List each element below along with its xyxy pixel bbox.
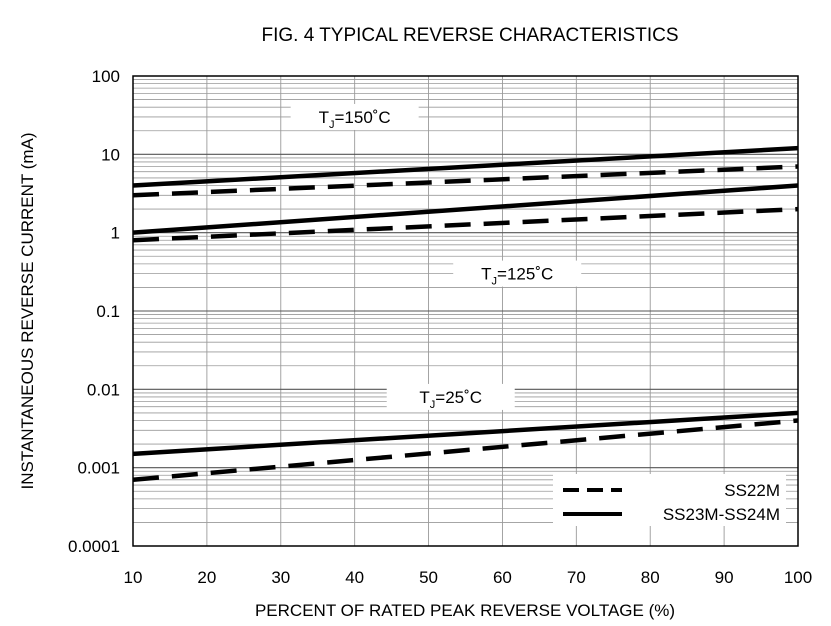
x-tick-label: 40 (345, 568, 364, 587)
legend-label: SS23M-SS24M (663, 505, 780, 524)
plot-frame (132, 75, 799, 547)
plot-series (132, 145, 799, 483)
annotation-box (453, 260, 582, 287)
x-tick-label: 70 (567, 568, 586, 587)
x-tick-label: 90 (715, 568, 734, 587)
x-axis-label: PERCENT OF RATED PEAK REVERSE VOLTAGE (%… (255, 601, 675, 620)
x-tick-label: 10 (124, 568, 143, 587)
x-tick-label: 60 (493, 568, 512, 587)
y-tick-label: 1 (111, 224, 120, 243)
legend-label: SS22M (724, 481, 780, 500)
y-tick-label: 0.0001 (68, 537, 120, 556)
x-tick-label: 30 (271, 568, 290, 587)
y-tick-label: 100 (92, 67, 120, 86)
series-line-solid (132, 183, 799, 235)
annotation-box (290, 103, 419, 130)
series-line-dashed (132, 418, 799, 483)
series-line-dashed (132, 164, 799, 198)
annotation-label: TJ=150˚C (319, 108, 391, 131)
series-line-solid (132, 410, 799, 457)
x-tick-label: 80 (641, 568, 660, 587)
legend-box (553, 474, 786, 526)
legend: SS22M SS23M-SS24M (553, 474, 786, 526)
x-tick-label: 20 (197, 568, 216, 587)
annotation-label: TJ=125˚C (481, 265, 553, 288)
annotation-label: TJ=25˚C (419, 388, 482, 411)
y-tick-labels: 0.0001 0.001 0.01 0.1 1 10 100 (68, 67, 120, 556)
y-tick-label: 0.01 (87, 380, 120, 399)
x-tick-label: 100 (784, 568, 812, 587)
y-tick-label: 10 (101, 145, 120, 164)
x-tick-label: 50 (419, 568, 438, 587)
series-line-solid (132, 145, 799, 188)
annotation-box (386, 383, 515, 410)
y-tick-label: 0.1 (96, 302, 120, 321)
series-line-dashed (132, 206, 799, 243)
y-axis-label: INSTANTANEOUS REVERSE CURRENT (mA) (18, 132, 37, 489)
y-tick-label: 0.001 (77, 459, 120, 478)
x-tick-labels: 10 20 30 40 50 60 70 80 90 100 (124, 568, 813, 587)
temperature-annotations: TJ=150˚C TJ=125˚C TJ=25˚C (290, 103, 582, 411)
chart-title: FIG. 4 TYPICAL REVERSE CHARACTERISTICS (261, 25, 678, 46)
